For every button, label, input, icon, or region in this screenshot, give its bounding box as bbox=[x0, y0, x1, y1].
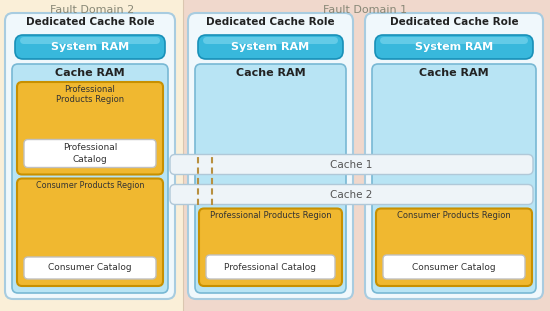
FancyBboxPatch shape bbox=[372, 64, 536, 293]
Text: Professional Catalog: Professional Catalog bbox=[224, 262, 316, 272]
FancyBboxPatch shape bbox=[380, 37, 528, 44]
Text: Cache RAM: Cache RAM bbox=[419, 68, 489, 78]
Text: Dedicated Cache Role: Dedicated Cache Role bbox=[390, 17, 518, 27]
FancyBboxPatch shape bbox=[383, 255, 525, 279]
Text: Consumer Catalog: Consumer Catalog bbox=[48, 263, 132, 272]
FancyBboxPatch shape bbox=[195, 64, 346, 293]
Text: Professional
Products Region: Professional Products Region bbox=[56, 85, 124, 104]
FancyBboxPatch shape bbox=[0, 0, 183, 311]
Text: Consumer Products Region: Consumer Products Region bbox=[397, 211, 511, 220]
Text: Professional
Catalog: Professional Catalog bbox=[63, 143, 117, 164]
Text: Cache RAM: Cache RAM bbox=[236, 68, 305, 78]
Text: Consumer Catalog: Consumer Catalog bbox=[412, 262, 496, 272]
FancyBboxPatch shape bbox=[17, 179, 163, 286]
FancyBboxPatch shape bbox=[17, 82, 163, 174]
Text: Fault Domain 1: Fault Domain 1 bbox=[323, 5, 407, 15]
FancyBboxPatch shape bbox=[206, 255, 335, 279]
Text: Cache 2: Cache 2 bbox=[331, 189, 373, 199]
FancyBboxPatch shape bbox=[170, 155, 533, 174]
FancyBboxPatch shape bbox=[199, 208, 342, 286]
Text: System RAM: System RAM bbox=[415, 42, 493, 52]
FancyBboxPatch shape bbox=[24, 140, 156, 168]
FancyBboxPatch shape bbox=[376, 208, 532, 286]
FancyBboxPatch shape bbox=[365, 13, 543, 299]
Text: Consumer Products Region: Consumer Products Region bbox=[36, 182, 144, 191]
FancyBboxPatch shape bbox=[12, 64, 168, 293]
Text: System RAM: System RAM bbox=[51, 42, 129, 52]
Text: Cache 1: Cache 1 bbox=[331, 160, 373, 169]
FancyBboxPatch shape bbox=[188, 13, 353, 299]
FancyBboxPatch shape bbox=[20, 37, 160, 44]
Text: Fault Domain 2: Fault Domain 2 bbox=[50, 5, 134, 15]
Text: Professional Products Region: Professional Products Region bbox=[210, 211, 331, 220]
FancyBboxPatch shape bbox=[5, 13, 175, 299]
FancyBboxPatch shape bbox=[198, 35, 343, 59]
Text: System RAM: System RAM bbox=[232, 42, 310, 52]
FancyBboxPatch shape bbox=[24, 257, 156, 279]
FancyBboxPatch shape bbox=[375, 35, 533, 59]
Text: Cache RAM: Cache RAM bbox=[55, 68, 125, 78]
FancyBboxPatch shape bbox=[15, 35, 165, 59]
FancyBboxPatch shape bbox=[183, 0, 550, 311]
FancyBboxPatch shape bbox=[170, 184, 533, 205]
Text: Dedicated Cache Role: Dedicated Cache Role bbox=[26, 17, 155, 27]
Text: Dedicated Cache Role: Dedicated Cache Role bbox=[206, 17, 335, 27]
FancyBboxPatch shape bbox=[203, 37, 338, 44]
